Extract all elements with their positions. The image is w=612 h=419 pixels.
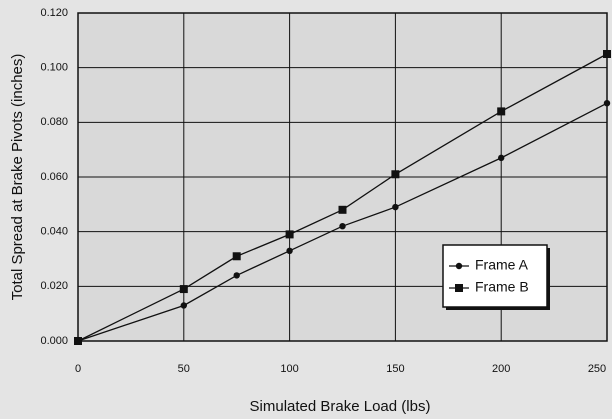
marker (286, 248, 292, 254)
marker (603, 50, 611, 58)
y-tick-label: 0.060 (40, 171, 68, 183)
marker (498, 155, 504, 161)
marker (339, 206, 347, 214)
marker (181, 302, 187, 308)
marker (455, 284, 463, 292)
marker (233, 252, 241, 260)
y-tick-label: 0.040 (40, 226, 68, 238)
y-tick-label: 0.080 (40, 116, 68, 128)
legend-box (443, 245, 547, 307)
marker (234, 272, 240, 278)
legend-text: Frame A (475, 257, 529, 273)
marker (391, 170, 399, 178)
x-tick-label: 200 (492, 363, 510, 375)
x-tick-label: 150 (386, 363, 404, 375)
marker (74, 337, 82, 345)
marker (497, 107, 505, 115)
marker (339, 223, 345, 229)
x-tick-label: 100 (280, 363, 298, 375)
x-tick-label: 250 (588, 363, 606, 375)
y-tick-label: 0.000 (40, 335, 68, 347)
marker (180, 285, 188, 293)
marker (392, 204, 398, 210)
x-tick-label: 50 (178, 363, 190, 375)
y-tick-label: 0.100 (40, 62, 68, 74)
y-axis-title: Total Spread at Brake Pivots (inches) (9, 54, 26, 301)
marker (286, 230, 294, 238)
marker (456, 263, 462, 269)
y-tick-label: 0.020 (40, 280, 68, 292)
chart: Simulated Brake Load (lbs) Total Spread … (0, 0, 612, 419)
legend-text: Frame B (475, 279, 529, 295)
marker (604, 100, 610, 106)
x-axis-title: Simulated Brake Load (lbs) (250, 398, 431, 415)
y-tick-label: 0.120 (40, 7, 68, 19)
x-tick-label: 0 (75, 363, 81, 375)
